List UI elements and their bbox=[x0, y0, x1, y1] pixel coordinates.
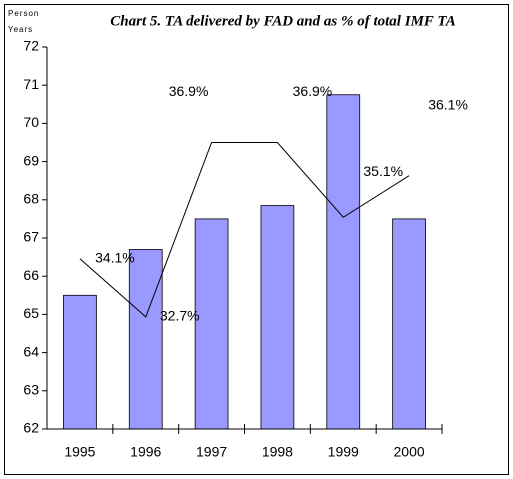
data-label: 35.1% bbox=[363, 163, 403, 179]
bar bbox=[326, 94, 361, 430]
y-axis-label: Years bbox=[8, 25, 33, 34]
y-tick-label: 62 bbox=[23, 420, 39, 436]
chart-title: Chart 5. TA delivered by FAD and as % of… bbox=[110, 13, 455, 29]
x-tick-label: 1999 bbox=[328, 444, 359, 460]
y-tick-label: 72 bbox=[23, 38, 39, 54]
y-tick-label: 63 bbox=[23, 382, 39, 398]
y-tick-label: 70 bbox=[23, 114, 39, 130]
bar bbox=[128, 249, 163, 430]
x-tick-label: 1996 bbox=[130, 444, 161, 460]
x-tick-label: 2000 bbox=[394, 444, 425, 460]
y-tick-label: 68 bbox=[23, 191, 39, 207]
data-label: 32.7% bbox=[160, 308, 200, 324]
y-axis-label: Person bbox=[8, 9, 39, 18]
x-tick-label: 1998 bbox=[262, 444, 293, 460]
bar bbox=[260, 205, 295, 430]
line bbox=[79, 142, 410, 318]
data-label: 34.1% bbox=[95, 249, 135, 265]
y-tick-label: 67 bbox=[23, 229, 39, 245]
y-tick-label: 64 bbox=[23, 343, 39, 359]
data-label: 36.9% bbox=[169, 83, 209, 99]
y-tick-label: 66 bbox=[23, 267, 39, 283]
data-label: 36.9% bbox=[293, 83, 333, 99]
bar bbox=[63, 294, 97, 430]
x-tick-label: 1995 bbox=[64, 444, 95, 460]
x-tick-label: 1997 bbox=[196, 444, 227, 460]
y-tick-label: 65 bbox=[23, 305, 39, 321]
data-label: 36.1% bbox=[428, 96, 468, 112]
y-tick-label: 71 bbox=[23, 76, 39, 92]
bar bbox=[194, 218, 229, 430]
y-tick-label: 69 bbox=[23, 152, 39, 168]
bar bbox=[392, 218, 426, 430]
